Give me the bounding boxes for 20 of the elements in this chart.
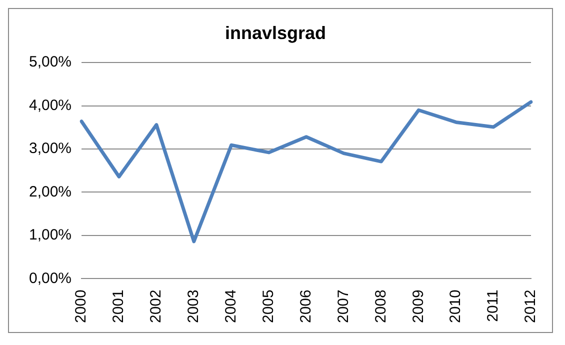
x-tick-label: 2010 [447,290,464,324]
x-tick-label: 2007 [334,290,352,324]
y-tick-label: 3,00% [28,140,72,158]
x-tick-label: 2003 [185,290,202,324]
y-tick-label: 1,00% [28,226,72,244]
x-tick-label: 2009 [410,290,427,324]
x-tick-label: 2006 [297,290,314,324]
y-tick-label: 0,00% [28,270,72,287]
x-tick-label: 2008 [372,290,390,324]
y-tick-label: 5,00% [28,54,72,71]
chart-title: innavlsgrad [224,22,326,43]
x-tick-label: 2011 [484,290,502,322]
y-tick-label: 2,00% [28,183,72,200]
x-tick-label: 2002 [148,290,165,324]
x-tick-label: 2004 [222,290,240,324]
x-tick-label: 2000 [72,290,90,324]
y-tick-label: 4,00% [28,96,72,114]
x-tick-label: 2001 [110,290,128,324]
x-tick-label: 2005 [260,290,277,324]
x-tick-label: 2012 [522,290,540,324]
